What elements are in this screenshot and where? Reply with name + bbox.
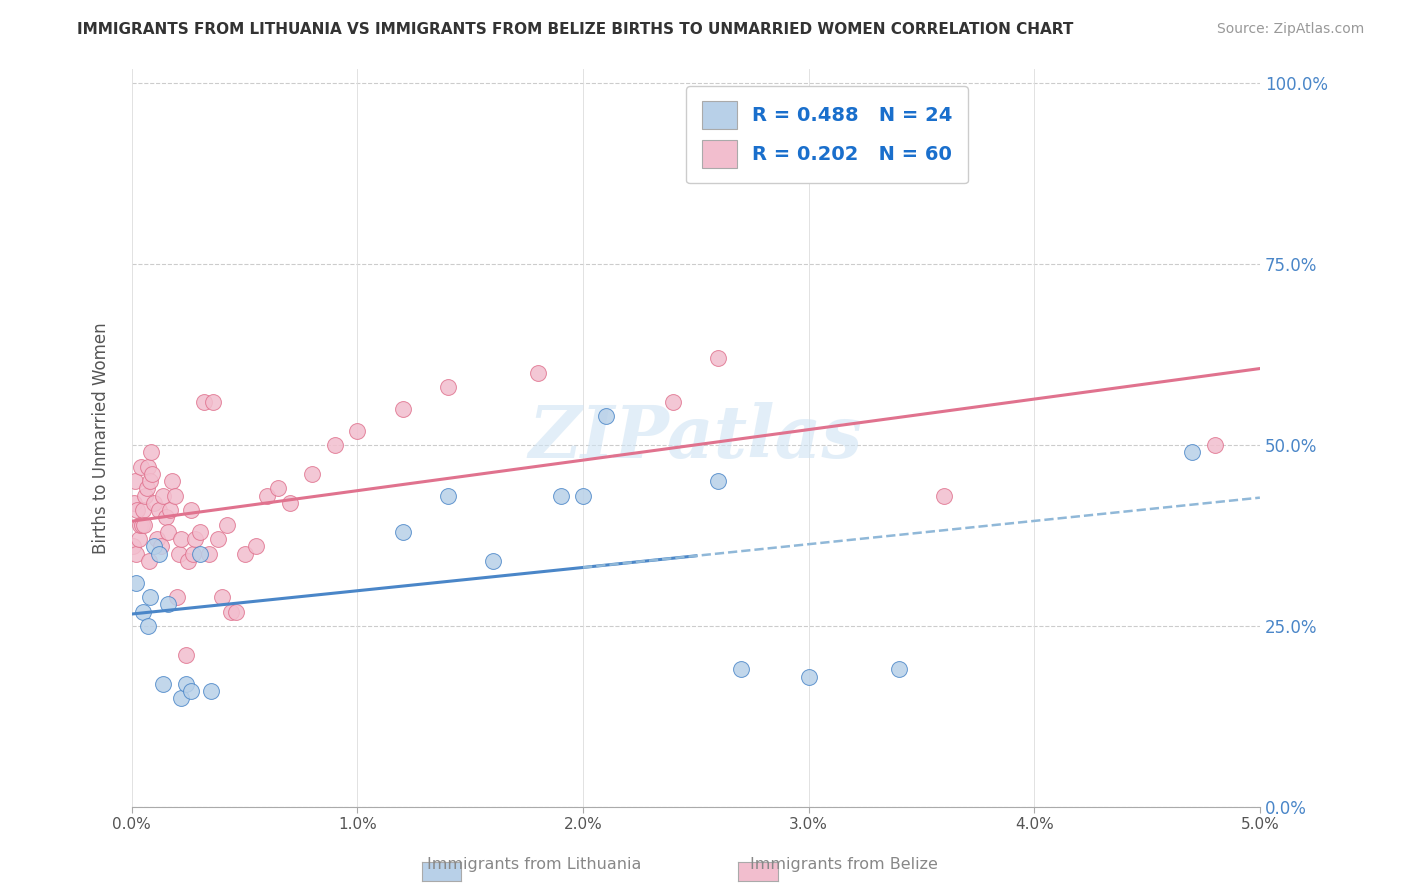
Point: [132, 503, 155, 517]
Point: [150, 539, 173, 553]
Point: [197, 547, 219, 561]
Point: [278, 496, 301, 510]
Point: [128, 517, 150, 532]
Point: [135, 482, 157, 496]
Point: [136, 459, 159, 474]
Point: [122, 496, 145, 510]
Point: [138, 554, 160, 568]
Point: [125, 547, 148, 561]
Point: [128, 532, 150, 546]
Point: [170, 691, 193, 706]
Point: [245, 539, 267, 553]
Point: [707, 351, 730, 365]
Point: [887, 662, 910, 676]
Text: Immigrants from Belize: Immigrants from Belize: [749, 857, 938, 872]
Point: [215, 517, 238, 532]
Point: [323, 438, 346, 452]
Point: [256, 489, 278, 503]
Point: [188, 547, 211, 561]
Point: [391, 524, 413, 539]
Point: [174, 648, 197, 662]
Point: [148, 503, 170, 517]
Point: [267, 482, 290, 496]
Point: [193, 394, 215, 409]
Point: [595, 409, 617, 423]
Point: [132, 605, 155, 619]
Point: [139, 474, 162, 488]
Point: [124, 474, 146, 488]
Point: [143, 496, 166, 510]
Point: [166, 590, 188, 604]
Text: ZIPatlas: ZIPatlas: [529, 402, 863, 474]
Point: [932, 489, 955, 503]
Point: [170, 532, 193, 546]
Point: [436, 489, 458, 503]
Point: [662, 394, 685, 409]
Text: Immigrants from Lithuania: Immigrants from Lithuania: [427, 857, 641, 872]
Point: [141, 467, 163, 481]
Point: [482, 554, 505, 568]
Point: [301, 467, 323, 481]
Point: [207, 532, 229, 546]
Point: [177, 554, 200, 568]
Point: [797, 670, 820, 684]
Point: [1181, 445, 1204, 459]
Point: [134, 489, 156, 503]
Point: [527, 366, 550, 380]
Point: [156, 597, 179, 611]
Point: [181, 547, 204, 561]
Point: [202, 394, 225, 409]
Point: [225, 605, 247, 619]
Text: Source: ZipAtlas.com: Source: ZipAtlas.com: [1216, 22, 1364, 37]
Point: [730, 662, 752, 676]
Point: [155, 510, 177, 524]
Point: [180, 503, 202, 517]
Point: [136, 619, 159, 633]
Y-axis label: Births to Unmarried Women: Births to Unmarried Women: [93, 322, 110, 554]
Point: [184, 532, 207, 546]
Point: [167, 547, 190, 561]
Text: IMMIGRANTS FROM LITHUANIA VS IMMIGRANTS FROM BELIZE BIRTHS TO UNMARRIED WOMEN CO: IMMIGRANTS FROM LITHUANIA VS IMMIGRANTS …: [77, 22, 1074, 37]
Point: [156, 524, 179, 539]
Point: [391, 401, 413, 416]
Point: [550, 489, 572, 503]
Point: [174, 677, 197, 691]
Point: [125, 575, 148, 590]
Point: [127, 503, 149, 517]
Point: [145, 532, 167, 546]
Point: [122, 539, 145, 553]
Point: [180, 684, 202, 698]
Point: [200, 684, 222, 698]
Point: [139, 590, 162, 604]
Point: [1204, 438, 1226, 452]
Point: [436, 380, 458, 394]
Point: [346, 424, 368, 438]
Point: [162, 474, 184, 488]
Point: [131, 517, 153, 532]
Point: [148, 547, 170, 561]
Legend: R = 0.488   N = 24, R = 0.202   N = 60: R = 0.488 N = 24, R = 0.202 N = 60: [686, 86, 969, 184]
Point: [143, 539, 166, 553]
Point: [159, 503, 181, 517]
Point: [129, 459, 152, 474]
Point: [219, 605, 242, 619]
Point: [152, 489, 174, 503]
Point: [163, 489, 186, 503]
Point: [707, 474, 730, 488]
Point: [188, 524, 211, 539]
Point: [572, 489, 595, 503]
Point: [152, 677, 174, 691]
Point: [211, 590, 233, 604]
Point: [139, 445, 162, 459]
Point: [233, 547, 256, 561]
Point: [134, 517, 156, 532]
